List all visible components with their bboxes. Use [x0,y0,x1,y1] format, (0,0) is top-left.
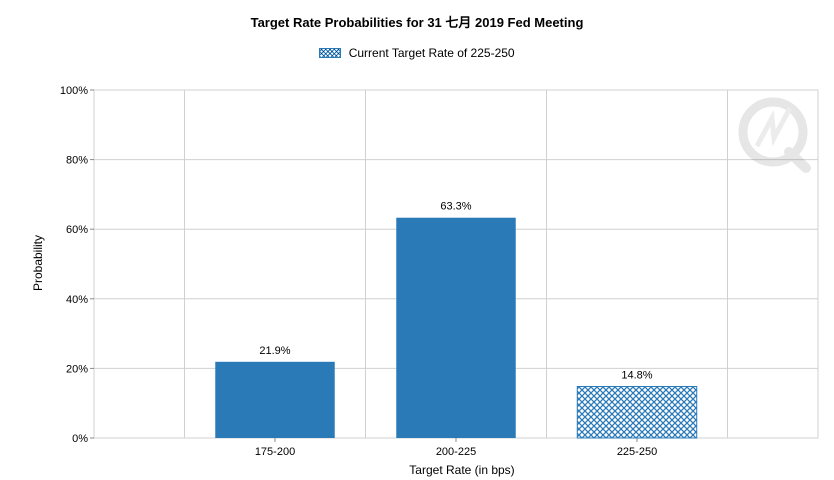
legend: Current Target Rate of 225-250 [0,46,834,60]
label-layer: 0% 20% 40% 60% 80% 100% 21.9% 175-200 63.3% 200-2… [60,85,657,458]
legend-swatch-hatched [319,48,342,58]
bar-175-200 [215,361,335,438]
x-tick-label-225-250: 225-250 [617,446,657,458]
y-tick-label: 100% [60,85,88,97]
data-label-175-200: 21.9% [259,345,290,357]
x-axis-title: Target Rate (in bps) [409,463,514,477]
data-label-200-225: 63.3% [440,201,471,213]
x-tick-label-200-225: 200-225 [436,446,476,458]
y-tick-label: 20% [66,363,88,375]
bar-layer [215,217,698,439]
y-tick-label: 60% [66,224,88,236]
x-tick-label-175-200: 175-200 [255,446,295,458]
y-tick-label: 40% [66,294,88,306]
y-tick-label: 0% [72,433,88,445]
chart-title: Target Rate Probabilities for 31 七月 2019… [250,15,584,30]
bar-225-250 [576,385,698,439]
y-tick-label: 80% [66,155,88,167]
watermark-logo [738,97,811,173]
bar-200-225 [396,217,516,438]
data-label-225-250: 14.8% [621,369,652,381]
y-axis-title: Probability [31,235,45,291]
legend-label: Current Target Rate of 225-250 [348,46,515,60]
